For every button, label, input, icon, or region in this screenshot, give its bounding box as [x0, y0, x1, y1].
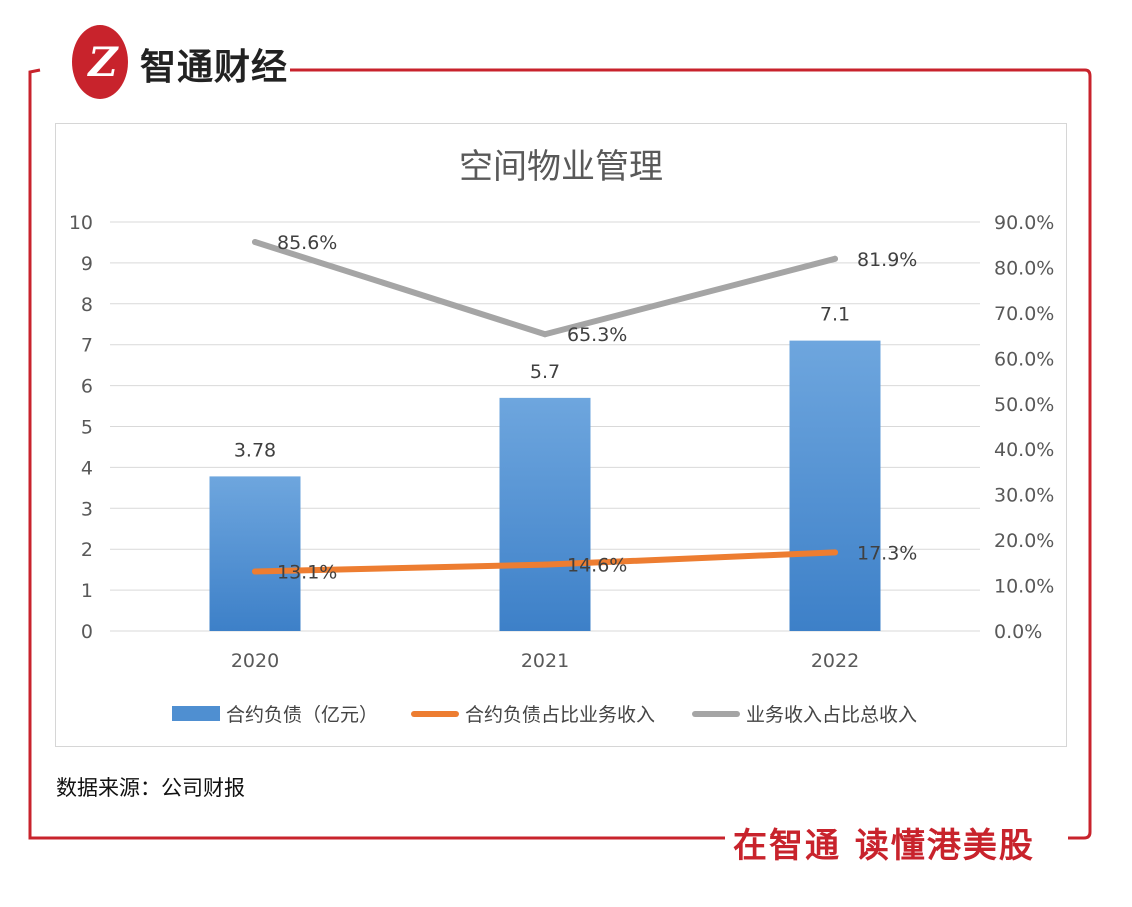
- line-value-label: 14.6%: [567, 555, 627, 577]
- y-right-tick-label: 80.0%: [994, 257, 1054, 279]
- x-tick-label: 2021: [521, 650, 569, 672]
- bar-series: [209, 340, 881, 631]
- brand-logo: Z: [72, 25, 128, 99]
- line-series-2: [252, 238, 838, 338]
- bar-contract-liabilities-2022: [789, 340, 881, 631]
- legend-swatch-bar: [172, 706, 220, 721]
- y-axis-right: 0.0% 10.0% 20.0% 30.0% 40.0% 50.0% 60.0% 70.0% 8…: [994, 212, 1054, 643]
- x-tick-label: 2020: [231, 650, 279, 672]
- y-right-tick-label: 0.0%: [994, 621, 1042, 643]
- y-right-tick-label: 30.0%: [994, 485, 1054, 507]
- brand-slogan: 在智通 读懂港美股: [733, 826, 1035, 866]
- y-left-tick-label: 9: [81, 253, 93, 275]
- y-left-tick-label: 0: [81, 621, 93, 643]
- line-value-label: 17.3%: [857, 542, 917, 564]
- legend-swatch-line: [692, 710, 740, 717]
- y-left-tick-label: 7: [81, 335, 93, 357]
- line-value-label: 13.1%: [277, 561, 337, 583]
- y-left-tick-label: 10: [69, 212, 93, 234]
- y-left-tick-label: 3: [81, 498, 93, 520]
- y-right-tick-label: 90.0%: [994, 212, 1054, 234]
- line-series: [252, 238, 838, 575]
- brand-name: 智通财经: [140, 47, 289, 88]
- y-right-tick-label: 10.0%: [994, 576, 1054, 598]
- bar-contract-liabilities-2021: [499, 397, 591, 631]
- bar-value-label: 7.1: [820, 304, 850, 326]
- y-left-tick-label: 2: [81, 539, 93, 561]
- legend-item-contract-liabilities: 合约负债（亿元）: [172, 700, 378, 727]
- line-value-label: 85.6%: [277, 232, 337, 254]
- bar-value-label: 3.78: [234, 439, 276, 461]
- y-left-tick-label: 6: [81, 376, 93, 398]
- line-point: [832, 549, 838, 556]
- y-left-tick-label: 5: [81, 417, 93, 439]
- legend-label: 业务收入占比总收入: [746, 704, 918, 726]
- line-value-label: 81.9%: [857, 249, 917, 271]
- legend-item-revenue-ratio: 业务收入占比总收入: [692, 700, 917, 727]
- source-note: 数据来源：公司财报: [56, 776, 245, 800]
- bar-value-label: 5.7: [530, 361, 560, 383]
- y-right-tick-label: 60.0%: [994, 348, 1054, 370]
- legend-label: 合约负债占比业务收入: [465, 704, 656, 726]
- x-axis: 2020 2021 2022: [231, 650, 859, 672]
- y-left-tick-label: 4: [81, 457, 93, 479]
- y-right-tick-label: 50.0%: [994, 394, 1054, 416]
- legend-item-liability-ratio: 合约负债占比业务收入: [411, 700, 655, 727]
- bar-contract-liabilities-2020: [209, 476, 301, 631]
- legend-swatch-line: [411, 710, 459, 717]
- y-left-tick-label: 1: [81, 580, 93, 602]
- data-labels: 3.78 5.7 7.1 13.1% 14.6% 17.3% 85.6% 65.3% 81.9%: [234, 232, 918, 583]
- y-axis-left: 0 1 2 3 4 5 6 7 8 9 10: [69, 212, 93, 643]
- y-right-tick-label: 40.0%: [994, 439, 1054, 461]
- line-point: [542, 331, 548, 338]
- chart-title: 空间物业管理: [459, 147, 663, 187]
- line-point: [252, 238, 258, 245]
- y-left-tick-label: 8: [81, 294, 93, 316]
- line-point: [252, 568, 258, 575]
- x-tick-label: 2022: [811, 650, 859, 672]
- y-right-tick-label: 70.0%: [994, 303, 1054, 325]
- line-point: [542, 561, 548, 568]
- line-point: [832, 255, 838, 262]
- legend-label: 合约负债（亿元）: [226, 704, 379, 726]
- y-right-tick-label: 20.0%: [994, 530, 1054, 552]
- line-value-label: 65.3%: [567, 324, 627, 346]
